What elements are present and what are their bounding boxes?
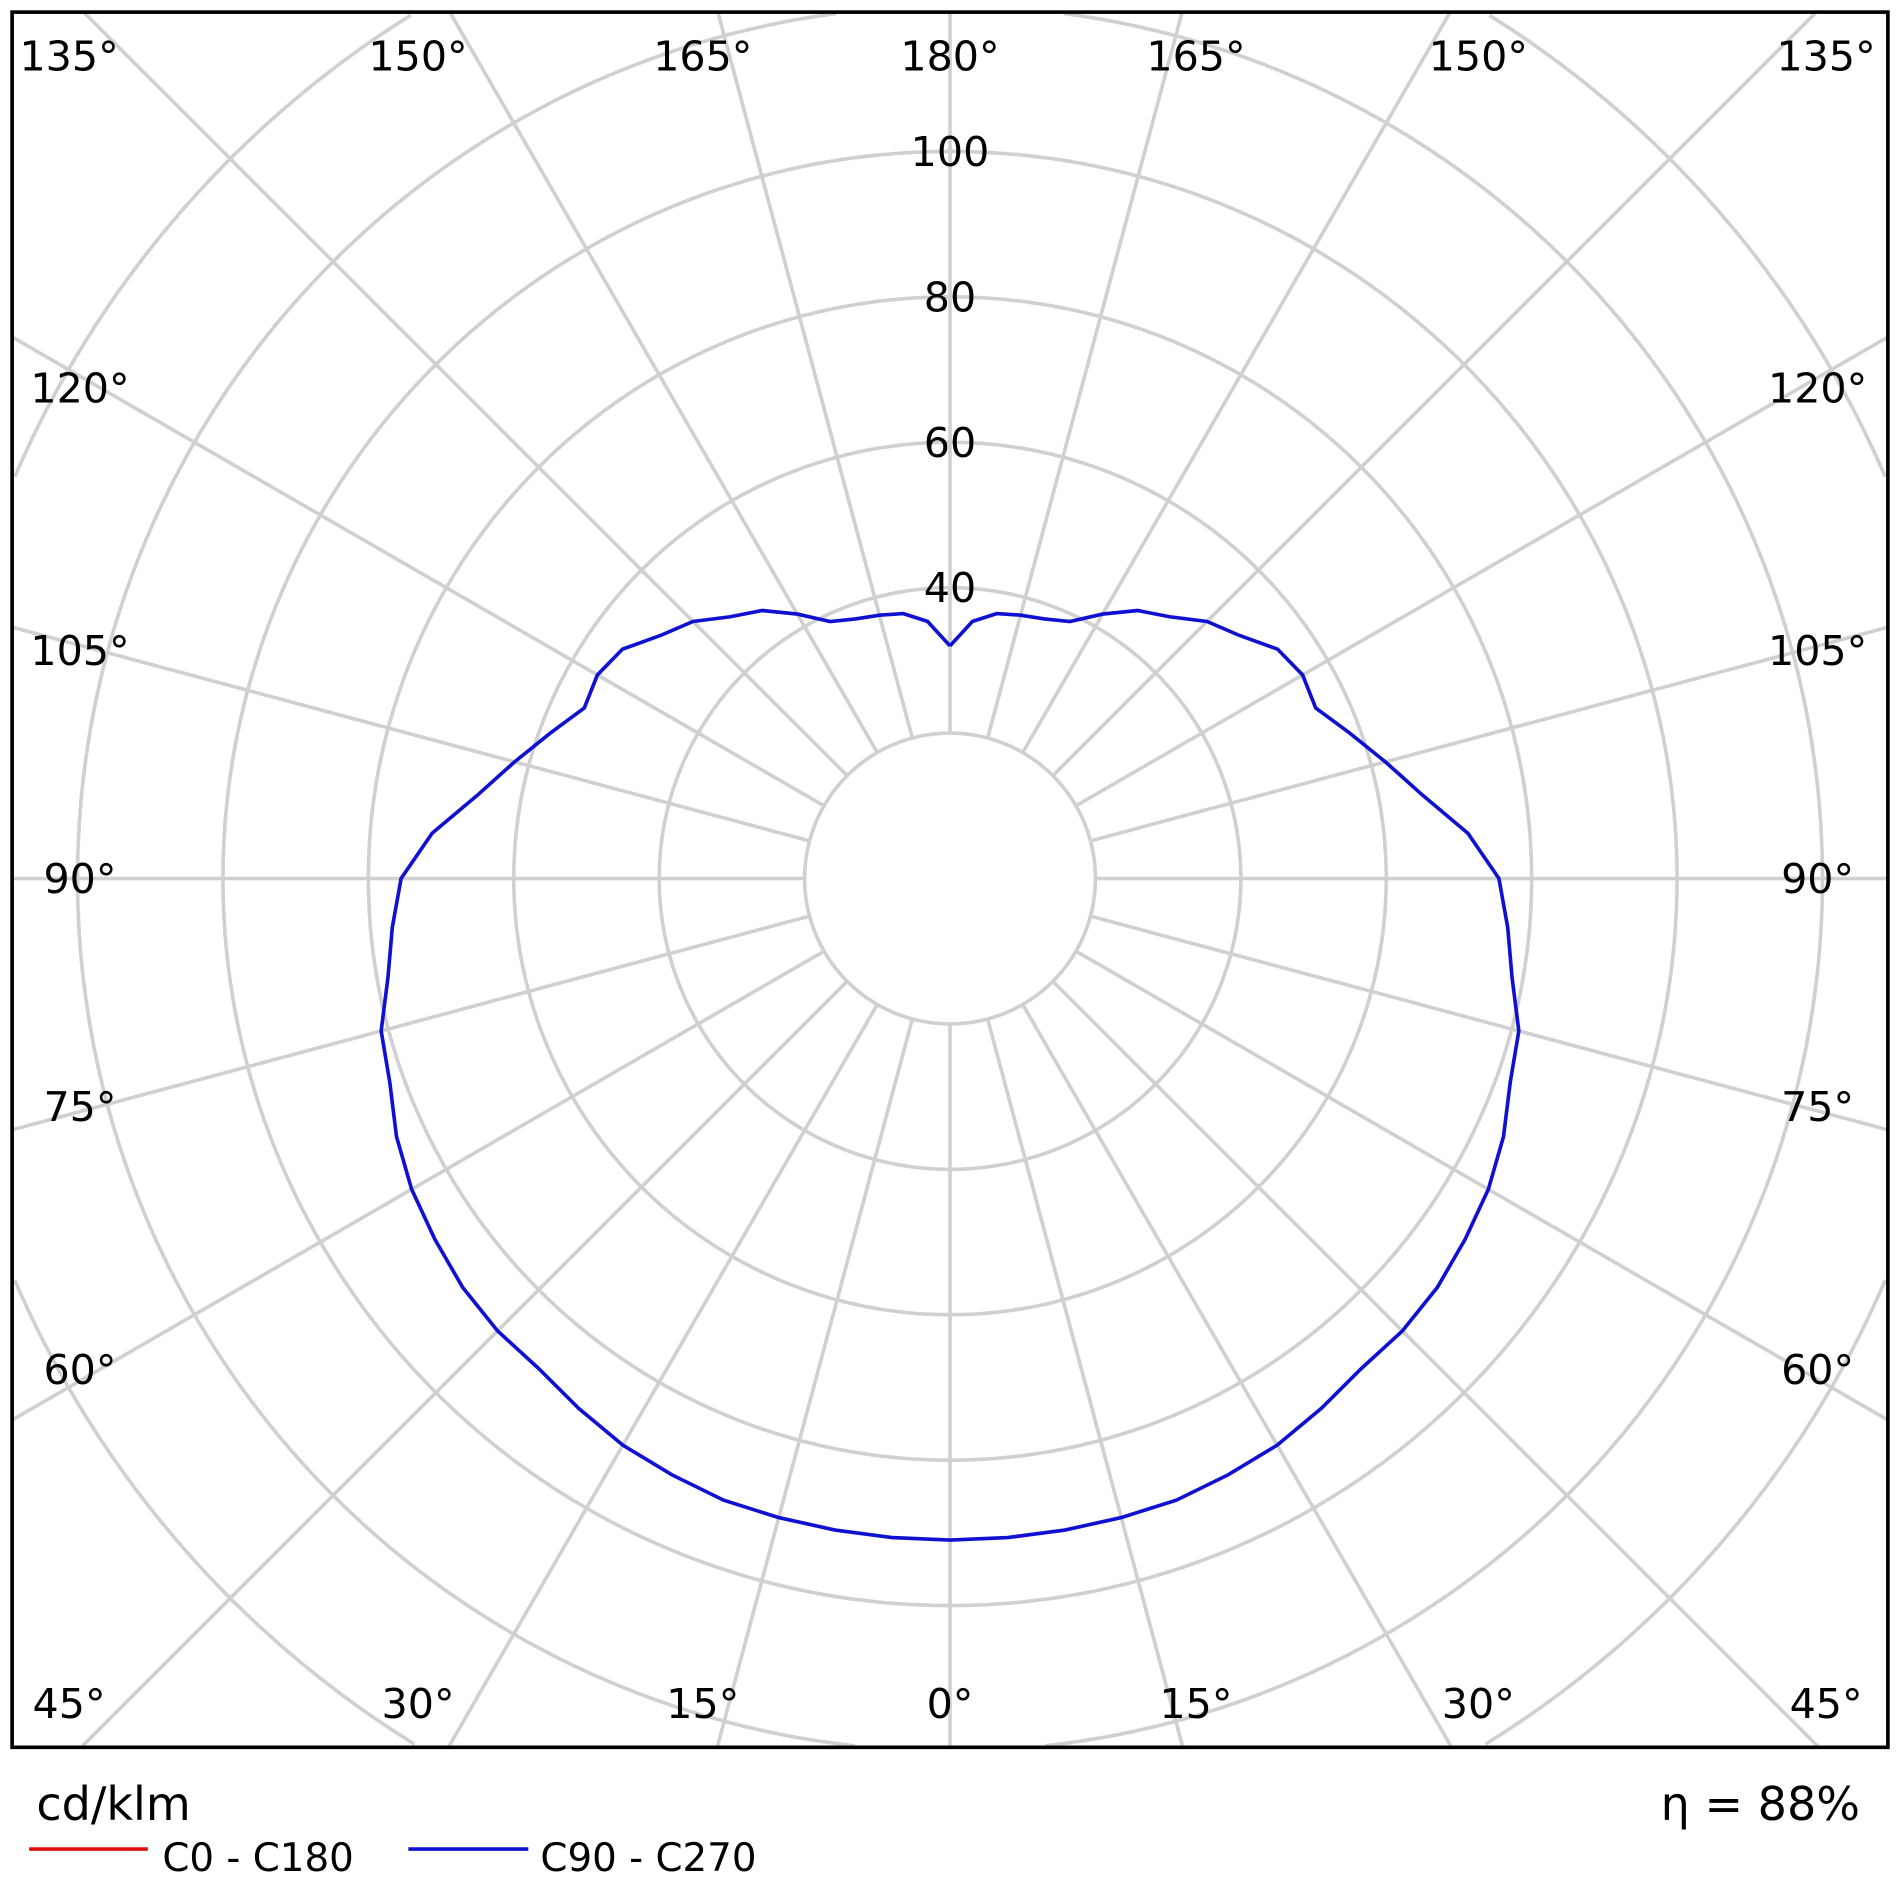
- intensity-curves: [379, 608, 1521, 1542]
- grid-spoke: [1075, 336, 1888, 808]
- angle-label: 165°: [653, 32, 752, 80]
- grid-spoke: [985, 1018, 1185, 1747]
- angle-label: 105°: [30, 627, 129, 675]
- angle-label: 150°: [368, 32, 467, 80]
- angle-label: 135°: [1776, 32, 1875, 80]
- unit-label: cd/klm: [36, 1777, 190, 1831]
- grid-spoke: [81, 980, 849, 1748]
- grid-ring: [13, 13, 412, 478]
- radial-tick-label: 40: [924, 564, 976, 612]
- legend-label-c90-c270: C90 - C270: [540, 1836, 756, 1881]
- grid-spoke: [715, 1018, 915, 1747]
- plot-frame: [10, 10, 1890, 1750]
- grid-spoke: [448, 12, 879, 754]
- grid-spoke: [447, 1003, 879, 1748]
- grid-spoke: [83, 12, 849, 777]
- grid-spoke: [1051, 980, 1819, 1748]
- grid-spoke: [716, 12, 915, 739]
- angle-label: 15°: [1159, 1680, 1232, 1728]
- grid-spoke: [1051, 12, 1817, 777]
- grid-spoke: [12, 914, 811, 1132]
- angle-label: 120°: [1768, 364, 1867, 412]
- grid-spoke: [1021, 12, 1452, 754]
- angle-label: 60°: [1781, 1346, 1854, 1394]
- grid-spoke: [1075, 949, 1888, 1421]
- grid-spoke: [1089, 625, 1888, 843]
- angle-label: 120°: [30, 364, 129, 412]
- radial-tick-label: 100: [911, 128, 990, 176]
- angle-label: 45°: [1790, 1680, 1863, 1728]
- polar-grid: [12, 11, 1888, 1748]
- angle-label: 30°: [1442, 1680, 1515, 1728]
- grid-spoke: [12, 336, 825, 808]
- grid-ring: [1488, 13, 1887, 478]
- angle-label: 90°: [43, 855, 116, 903]
- angle-label: 150°: [1429, 32, 1528, 80]
- radial-tick-labels: 40 60 80 100: [911, 128, 990, 612]
- angle-label: 45°: [33, 1680, 106, 1728]
- angle-label: 75°: [43, 1083, 116, 1131]
- grid-ring: [802, 731, 1098, 1026]
- grid-ring: [1044, 11, 1825, 1748]
- grid-ring: [75, 11, 856, 1748]
- grid-ring: [13, 1279, 416, 1746]
- grid-ring: [1484, 1279, 1887, 1746]
- grid-spoke: [12, 625, 811, 843]
- grid-spoke: [1089, 914, 1888, 1132]
- angle-labels: 135° 150° 165° 180° 165° 150° 135° 45° 30° 15° 0° 1…: [19, 32, 1875, 1728]
- angle-label: 60°: [43, 1346, 116, 1394]
- angle-label: 105°: [1768, 627, 1867, 675]
- grid-spoke: [1021, 1003, 1453, 1748]
- angle-label: 15°: [666, 1680, 739, 1728]
- angle-label: 180°: [900, 32, 999, 80]
- angle-label: 30°: [382, 1680, 455, 1728]
- legend-label-c0-c180: C0 - C180: [162, 1836, 353, 1881]
- angle-label: 75°: [1781, 1083, 1854, 1131]
- angle-label: 0°: [927, 1680, 974, 1728]
- series-curve-c90-c270: [379, 608, 1521, 1542]
- grid-spoke: [12, 949, 825, 1421]
- angle-label: 90°: [1781, 855, 1854, 903]
- radial-tick-label: 60: [924, 419, 976, 467]
- angle-label: 135°: [19, 32, 118, 80]
- grid-spoke: [985, 12, 1184, 739]
- radial-tick-label: 80: [924, 273, 976, 321]
- angle-label: 165°: [1146, 32, 1245, 80]
- efficiency-label: η = 88%: [1661, 1777, 1860, 1831]
